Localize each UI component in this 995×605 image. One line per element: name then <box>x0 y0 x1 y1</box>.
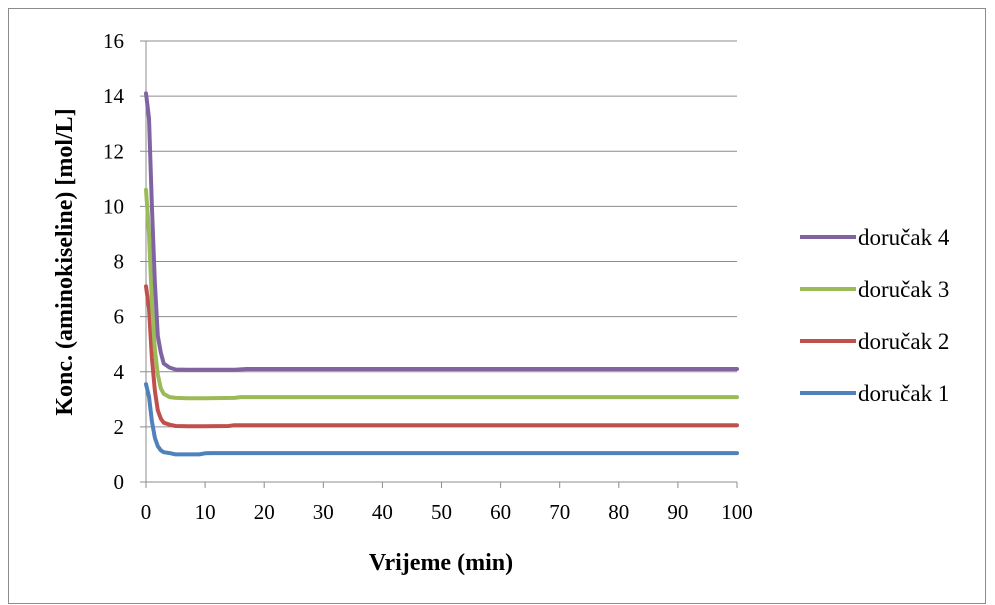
x-tick-label-10: 100 <box>721 500 753 524</box>
series-line-1 <box>144 91 739 372</box>
x-tick-label-2: 20 <box>254 500 275 524</box>
y-tick-label-4: 8 <box>114 250 125 274</box>
x-tick-label-4: 40 <box>372 500 393 524</box>
y-tick-label-5: 10 <box>103 194 124 218</box>
legend: doručak 4 doručak 3 doručak 2 doručak 1 <box>800 225 950 406</box>
series-line-3 <box>144 284 739 429</box>
series-group <box>144 91 739 457</box>
x-tick-label-8: 80 <box>608 500 629 524</box>
legend-label-4: doručak 1 <box>858 381 949 406</box>
y-axis-title: Konc. (aminokiseline) [mol/L] <box>52 108 78 415</box>
y-tick-label-2: 4 <box>114 360 125 384</box>
x-tick-label-3: 30 <box>313 500 334 524</box>
axes <box>140 40 738 488</box>
y-tick-label-3: 6 <box>114 305 125 329</box>
y-tick-label-1: 2 <box>114 415 125 439</box>
tick-labels: 0 2 4 6 8 10 12 14 16 0 10 20 30 40 50 60 70 80 90 100 <box>103 29 753 524</box>
y-tick-label-7: 14 <box>103 84 125 108</box>
series-line-4 <box>144 382 739 457</box>
legend-label-2: doručak 3 <box>858 277 949 302</box>
x-tick-label-1: 10 <box>195 500 216 524</box>
legend-label-1: doručak 4 <box>858 225 950 250</box>
series-line-2 <box>144 187 739 401</box>
chart-frame <box>8 8 986 604</box>
legend-label-3: doručak 2 <box>858 329 949 354</box>
x-axis-title: Vrijeme (min) <box>369 550 513 576</box>
x-tick-label-0: 0 <box>141 500 152 524</box>
y-tick-label-6: 12 <box>103 139 124 163</box>
x-tick-label-9: 90 <box>667 500 688 524</box>
x-tick-label-6: 60 <box>490 500 511 524</box>
x-tick-label-5: 50 <box>431 500 452 524</box>
y-tick-label-0: 0 <box>114 470 125 494</box>
y-tick-label-8: 16 <box>103 29 124 53</box>
x-tick-label-7: 70 <box>549 500 570 524</box>
